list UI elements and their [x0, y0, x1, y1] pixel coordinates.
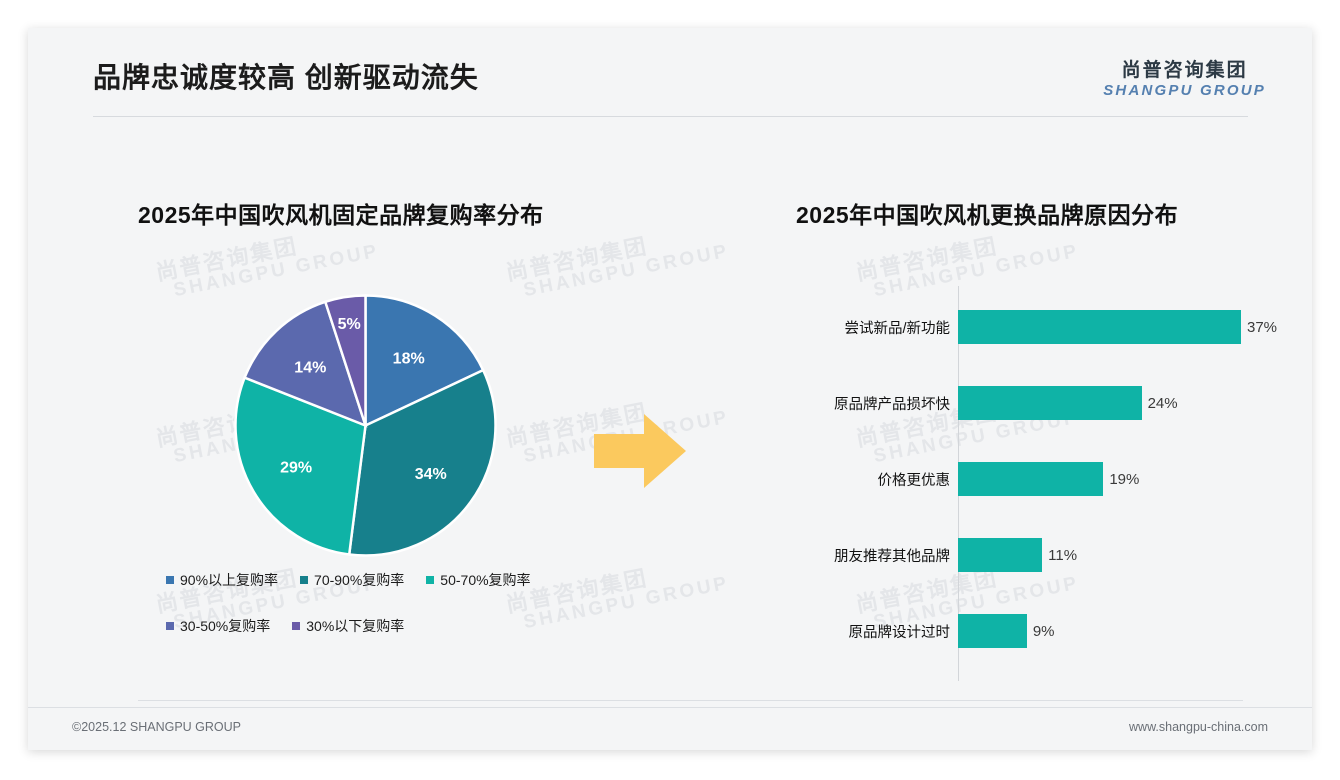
bar-row[interactable]: 朋友推荐其他品牌 11% [788, 536, 1288, 574]
bar-row[interactable]: 价格更优惠 19% [788, 460, 1288, 498]
legend-swatch-icon [426, 576, 435, 584]
pie-slice-value-label: 18% [393, 350, 425, 367]
bar-value-label: 24% [1147, 394, 1178, 412]
bar-track: 37% [958, 308, 1288, 346]
bar-fill [958, 386, 1142, 420]
legend-row-2: 30-50%复购率 30%以下复购率 [166, 616, 596, 636]
bar-fill [958, 462, 1104, 496]
bar-row[interactable]: 原品牌产品损坏快 24% [788, 384, 1288, 422]
pie-legend: 90%以上复购率 70-90%复购率 50-70%复购率 30-50%复购率 [166, 570, 596, 662]
watermark: 尚普咨询集团 SHANGPU GROUP [504, 219, 731, 304]
pie-slice-value-label: 34% [415, 466, 447, 483]
legend-item-0[interactable]: 90%以上复购率 [166, 570, 278, 590]
bar-value-label: 11% [1048, 546, 1078, 564]
bar-category-label: 原品牌设计过时 [848, 624, 951, 641]
footer-copyright: ©2025.12 SHANGPU GROUP [72, 720, 241, 734]
bar-fill [958, 614, 1027, 648]
pie-slice[interactable] [364, 294, 485, 428]
bar-chart-title: 2025年中国吹风机更换品牌原因分布 [796, 202, 1179, 228]
pie-chart-svg: 18% 34% 29% 14% 5% [234, 294, 497, 557]
legend-swatch-icon [292, 622, 301, 630]
watermark-en: SHANGPU GROUP [521, 240, 732, 302]
legend-label: 50-70%复购率 [440, 572, 531, 588]
pie-slice-value-label: 29% [280, 460, 312, 477]
legend-item-4[interactable]: 30%以下复购率 [292, 616, 404, 636]
bar-category-label: 原品牌产品损坏快 [834, 396, 950, 413]
bar-category-label: 朋友推荐其他品牌 [834, 548, 950, 565]
bar-fill [958, 310, 1241, 344]
bar-row[interactable]: 尝试新品/新功能 37% [788, 308, 1288, 346]
bar-value-label: 37% [1247, 318, 1278, 336]
pie-slice[interactable] [234, 376, 367, 556]
pie-chart-title: 2025年中国吹风机固定品牌复购率分布 [138, 202, 544, 228]
brand-logo: 尚普咨询集团 SHANGPU GROUP [1103, 60, 1266, 99]
bar-row[interactable]: 原品牌设计过时 9% [788, 612, 1288, 650]
right-arrow-icon [594, 414, 686, 488]
pie-slice[interactable] [347, 368, 497, 557]
logo-cn-text: 尚普咨询集团 [1121, 60, 1248, 81]
bar-track: 24% [958, 384, 1288, 422]
bar-track: 9% [958, 612, 1288, 650]
legend-label: 90%以上复购率 [180, 572, 279, 588]
bar-category-label: 尝试新品/新功能 [844, 320, 950, 337]
pie-slice-value-label: 14% [294, 360, 326, 377]
logo-en-text: SHANGPU GROUP [1103, 81, 1266, 99]
legend-item-3[interactable]: 30-50%复购率 [166, 616, 270, 636]
flow-arrow [592, 412, 688, 495]
legend-label: 70-90%复购率 [314, 572, 405, 588]
slide-header: 品牌忠诚度较高 创新驱动流失 尚普咨询集团 SHANGPU GROUP [28, 28, 1312, 116]
pie-slice-value-label: 5% [338, 316, 361, 333]
legend-item-2[interactable]: 50-70%复购率 [426, 570, 531, 590]
pie-slice[interactable] [323, 294, 367, 426]
bar-value-label: 19% [1109, 470, 1140, 488]
legend-label: 30%以下复购率 [306, 618, 405, 634]
bar-track: 11% [958, 536, 1288, 574]
footnote-divider [138, 700, 1243, 701]
page-title: 品牌忠诚度较高 创新驱动流失 [93, 62, 479, 93]
legend-item-1[interactable]: 70-90%复购率 [300, 570, 404, 590]
legend-swatch-icon [166, 576, 174, 584]
header-divider [93, 116, 1248, 117]
pie-label-group: 18% 34% 29% 14% 5% [280, 316, 447, 483]
pie-slice-group [234, 294, 497, 557]
legend-swatch-icon [300, 576, 309, 584]
bar-fill [958, 538, 1043, 572]
legend-label: 30-50%复购率 [180, 618, 271, 634]
footer-website[interactable]: www.shangpu-china.com [1129, 720, 1268, 734]
bar-category-label: 价格更优惠 [877, 472, 951, 489]
slide-footer: ©2025.12 SHANGPU GROUP www.shangpu-china… [28, 707, 1312, 750]
bar-value-label: 9% [1032, 622, 1055, 640]
bar-chart: 尝试新品/新功能 37% 原品牌产品损坏快 24% 价格更优惠 19% [788, 286, 1288, 686]
watermark: 尚普咨询集团 SHANGPU GROUP [154, 219, 381, 304]
pie-chart: 18% 34% 29% 14% 5% [233, 293, 498, 558]
bar-track: 19% [958, 460, 1288, 498]
slide-card: 尚普咨询集团 SHANGPU GROUP 尚普咨询集团 SHANGPU GROU… [28, 28, 1312, 750]
legend-row-1: 90%以上复购率 70-90%复购率 50-70%复购率 [166, 570, 596, 590]
legend-swatch-icon [166, 622, 174, 630]
